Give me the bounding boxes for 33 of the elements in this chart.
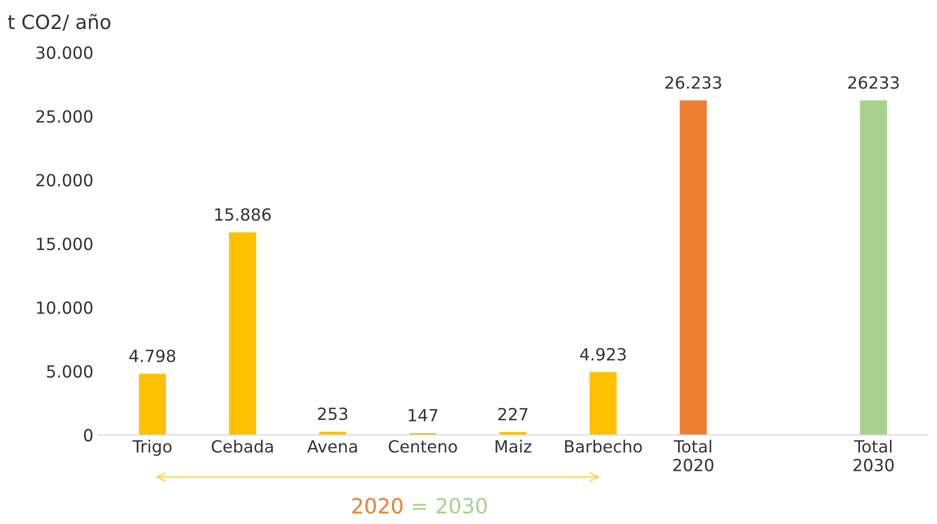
x-tick-label: Trigo (132, 440, 172, 456)
bar (229, 232, 256, 435)
x-tick-label: Barbecho (565, 440, 642, 453)
data-label: 15.886 (215, 208, 271, 221)
data-label: 147 (408, 409, 438, 422)
bar (138, 374, 166, 435)
bar (680, 100, 707, 435)
y-tick-label: 15.000 (37, 238, 92, 250)
x-tick-label: Avena (307, 440, 357, 453)
text: = (412, 504, 426, 510)
bar (860, 100, 888, 435)
y-tick-label: 5.000 (47, 365, 92, 378)
data-label: 253 (318, 408, 348, 420)
x-tick-label: Centeno (388, 440, 457, 453)
data-label: 4.923 (580, 348, 626, 361)
x-tick-label: Maiz (496, 440, 532, 453)
y-tick-label: 25.000 (36, 110, 92, 123)
bar (590, 372, 617, 435)
data-label: 26233 (848, 76, 899, 89)
text: 2030 (436, 498, 487, 514)
text: 2020 (352, 498, 402, 514)
y-tick-label: 10.000 (37, 301, 92, 314)
x-tick-label: Total 2030 (854, 440, 894, 472)
data-label: 4.798 (129, 350, 176, 362)
y-tick-label: 0 (84, 428, 92, 442)
y-tick-label: 30.000 (36, 46, 92, 59)
data-label: 227 (498, 408, 528, 420)
x-tick-label: Total 2020 (673, 440, 714, 472)
x-tick-label: Cebada (212, 440, 273, 453)
y-axis-title: t CO2/ año (8, 14, 110, 31)
bar (319, 432, 346, 435)
y-tick-label: 20.000 (36, 174, 92, 186)
data-label: 26.233 (665, 76, 722, 89)
